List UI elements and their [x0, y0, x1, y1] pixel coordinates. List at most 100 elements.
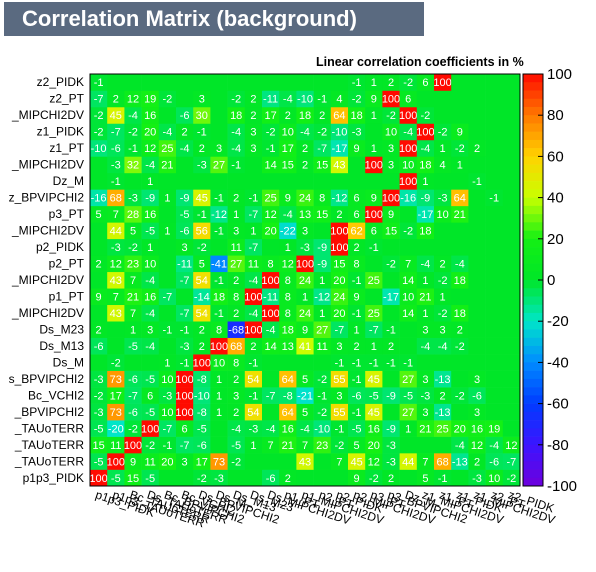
color-scale-label: -80: [547, 437, 569, 454]
heatmap-cell: [176, 156, 194, 174]
cell-value-label: -1: [317, 390, 327, 402]
cell-value-label: -3: [94, 374, 104, 386]
heatmap-cell: [365, 156, 383, 174]
cell-value-label: 8: [268, 259, 274, 271]
cell-value-label: 43: [110, 308, 122, 320]
heatmap-cell: [90, 304, 108, 322]
heatmap-cell: [210, 123, 228, 141]
heatmap-cell: [176, 74, 194, 91]
heatmap-cell: [124, 106, 142, 124]
cell-value-label: -2: [455, 341, 465, 353]
heatmap-cell: [468, 123, 486, 141]
color-scale-segment: [523, 304, 543, 314]
cell-value-label: 10: [144, 259, 156, 271]
heatmap-cell: [365, 222, 383, 240]
cell-value-label: 3: [422, 407, 428, 419]
heatmap-cell: [124, 453, 142, 470]
heatmap-cell: [193, 74, 211, 91]
cell-value-label: -5: [197, 423, 207, 435]
color-scale-label: 40: [547, 190, 564, 207]
heatmap-cell: [502, 453, 521, 470]
heatmap-cell: [124, 420, 142, 437]
cell-value-label: -1: [352, 407, 362, 419]
heatmap-cell: [451, 403, 469, 421]
heatmap-cell: [141, 74, 160, 91]
heatmap-cell: [279, 238, 297, 256]
cell-value-label: 100: [244, 291, 262, 303]
heatmap-cell: [468, 469, 486, 487]
cell-value-label: 55: [333, 374, 345, 386]
heatmap-cell: [279, 205, 297, 223]
heatmap-cell: [399, 304, 418, 322]
cell-value-label: -5: [94, 456, 104, 468]
heatmap-cell: [451, 469, 469, 487]
heatmap-cell: [313, 205, 332, 223]
cell-value-label: 25: [368, 275, 380, 287]
color-scale-segment: [523, 420, 543, 429]
heatmap-cell: [279, 288, 297, 306]
heatmap-cell: [90, 288, 108, 306]
heatmap-cell: [434, 370, 452, 388]
heatmap-cell: [227, 387, 246, 404]
heatmap-cell: [416, 304, 435, 322]
heatmap-cell: [210, 106, 228, 124]
cell-value-label: 27: [230, 259, 242, 271]
heatmap-cell: [313, 271, 332, 289]
cell-value-label: 1: [440, 143, 446, 155]
cell-value-label: 100: [365, 160, 383, 172]
heatmap-cell: [210, 222, 228, 240]
heatmap-cell: [227, 453, 246, 470]
cell-value-label: -16: [400, 193, 416, 205]
heatmap-cell: [210, 337, 228, 355]
heatmap-cell: [262, 123, 280, 141]
cell-value-label: 21: [419, 423, 431, 435]
cell-value-label: 2: [199, 143, 205, 155]
cell-value-label: 20: [264, 226, 276, 238]
heatmap-cell: [296, 370, 314, 388]
heatmap-cell: [124, 189, 142, 207]
heatmap-cell: [502, 90, 521, 108]
heatmap-cell: [330, 288, 349, 306]
heatmap-cell: [451, 238, 469, 256]
heatmap-cells: 100 -5 15 -5 -2 -3 -6 2 9 -2 2 5 -1 -3 10 -2-5 100 9 11 20 3…: [89, 74, 521, 487]
cell-value-label: 100: [261, 308, 279, 320]
cell-value-label: 100: [107, 456, 125, 468]
heatmap-cell: [365, 288, 383, 306]
heatmap-cell: [141, 436, 160, 454]
cell-value-label: -7: [111, 127, 121, 139]
heatmap-cell: [296, 337, 314, 355]
cell-value-label: -20: [108, 423, 124, 435]
cell-value-label: 8: [233, 357, 239, 369]
cell-value-label: 100: [261, 275, 279, 287]
cell-value-label: -6: [94, 341, 104, 353]
cell-value-label: 3: [474, 374, 480, 386]
color-scale-bar: [522, 73, 544, 487]
y-tick-label: z1_PT: [49, 141, 84, 155]
cell-value-label: 3: [250, 127, 256, 139]
heatmap-cell: [485, 337, 504, 355]
heatmap-cell: [210, 304, 228, 322]
heatmap-cell: [279, 222, 297, 240]
heatmap-cell: [296, 205, 314, 223]
heatmap-cell: [158, 123, 177, 141]
heatmap-cell: [176, 90, 194, 108]
cell-value-label: 20: [144, 127, 156, 139]
heatmap-cell: [382, 436, 400, 454]
heatmap-cell: [90, 189, 108, 207]
color-scale-segment: [523, 222, 543, 231]
cell-value-label: -10: [91, 143, 107, 155]
heatmap-cell: [227, 255, 246, 273]
heatmap-cell: [279, 370, 297, 388]
heatmap-cell: [124, 403, 142, 421]
y-tick-label: z_BPVIPCHI2: [9, 191, 85, 205]
cell-value-label: 55: [333, 407, 345, 419]
heatmap-cell: [485, 106, 504, 124]
cell-value-label: 10: [213, 357, 225, 369]
cell-value-label: -4: [163, 127, 173, 139]
cell-value-label: -1: [489, 193, 499, 205]
cell-value-label: 62: [350, 226, 362, 238]
heatmap-cell: [279, 453, 297, 470]
cell-value-label: 45: [196, 193, 208, 205]
cell-value-label: 1: [405, 423, 411, 435]
heatmap-cell: [365, 354, 383, 371]
